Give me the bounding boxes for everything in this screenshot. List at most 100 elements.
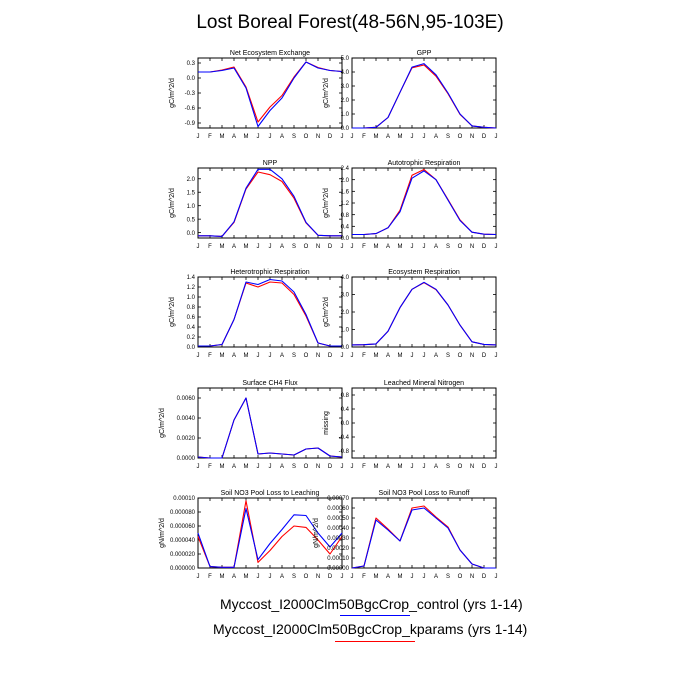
x-tick-label: A: [232, 464, 236, 470]
x-tick-label: A: [434, 244, 438, 250]
x-tick-label: J: [411, 574, 414, 580]
plot-frame: [351, 167, 497, 239]
x-tick-label: M: [398, 464, 403, 470]
y-axis-label: gC/m^2/d: [323, 188, 330, 218]
y-tick-label: 0.0: [187, 231, 196, 237]
y-tick-label: 1.6: [341, 190, 350, 196]
x-tick-label: A: [280, 464, 284, 470]
x-tick-label: J: [341, 244, 344, 250]
plot-frame: [197, 497, 343, 569]
y-tick-label: -0.9: [185, 121, 196, 127]
x-tick-label: J: [269, 244, 272, 250]
x-tick-label: F: [362, 134, 366, 140]
x-tick-label: O: [304, 574, 309, 580]
y-tick-label: 0.6: [187, 315, 196, 321]
x-tick-label: J: [269, 574, 272, 580]
x-tick-label: F: [208, 353, 212, 359]
panel-9: Soil NO3 Pool Loss to Runoff gN/m^2/d 0.00…: [313, 490, 498, 580]
y-tick-label: 0.8: [187, 305, 196, 311]
x-tick-label: J: [269, 353, 272, 359]
x-tick-label: J: [495, 353, 498, 359]
series-line-control: [351, 507, 496, 569]
x-tick-label: J: [423, 574, 426, 580]
x-tick-label: N: [316, 353, 320, 359]
x-tick-label: J: [351, 464, 354, 470]
x-tick-label: A: [386, 353, 390, 359]
y-tick-label: 0.0060: [177, 396, 196, 402]
panel-title: GPP: [417, 50, 432, 57]
x-tick-label: M: [374, 134, 379, 140]
y-tick-label: 1.5: [187, 190, 196, 196]
x-tick-label: J: [423, 353, 426, 359]
x-tick-label: S: [446, 244, 450, 250]
x-tick-label: A: [386, 134, 390, 140]
x-tick-label: O: [458, 464, 463, 470]
x-tick-label: M: [374, 464, 379, 470]
x-tick-label: S: [292, 353, 296, 359]
x-tick-label: F: [208, 134, 212, 140]
x-tick-label: S: [446, 574, 450, 580]
legend-label-kparams: Myccost_I2000Clm50BgcCrop_kparams (yrs 1…: [213, 621, 528, 637]
y-tick-label: 0.00040: [327, 526, 349, 532]
x-tick-label: A: [232, 244, 236, 250]
x-tick-label: M: [398, 244, 403, 250]
y-axis-label: gN/m^2/d: [313, 518, 320, 548]
series-line-control: [352, 63, 497, 129]
x-tick-label: S: [292, 244, 296, 250]
x-tick-label: J: [423, 464, 426, 470]
x-tick-label: F: [208, 464, 212, 470]
x-tick-label: J: [411, 464, 414, 470]
y-tick-label: 0.00010: [327, 556, 349, 562]
x-tick-label: O: [304, 134, 309, 140]
series-line-kparams: [198, 171, 342, 237]
y-tick-label: 0.4: [341, 407, 350, 413]
x-tick-label: O: [458, 244, 463, 250]
panel-title: Surface CH4 Flux: [242, 380, 298, 387]
y-tick-label: 0.0: [341, 421, 350, 427]
plot-frame: [351, 387, 497, 459]
x-tick-label: J: [197, 353, 200, 359]
x-tick-label: M: [220, 353, 225, 359]
x-tick-label: O: [458, 353, 463, 359]
x-tick-label: A: [434, 574, 438, 580]
x-tick-label: S: [292, 134, 296, 140]
x-tick-label: F: [362, 353, 366, 359]
y-tick-label: 0.000060: [170, 524, 196, 530]
y-tick-label: 0.00020: [327, 546, 349, 552]
x-tick-label: M: [244, 574, 249, 580]
x-tick-label: J: [257, 134, 260, 140]
x-tick-label: M: [220, 464, 225, 470]
x-tick-label: J: [341, 353, 344, 359]
y-tick-label: 0.00070: [327, 496, 349, 502]
y-tick-label: -0.8: [339, 449, 350, 455]
y-tick-label: 0.0: [341, 236, 350, 242]
x-tick-label: M: [220, 244, 225, 250]
x-tick-label: N: [316, 134, 320, 140]
x-tick-label: M: [374, 244, 379, 250]
y-tick-label: 1.0: [341, 112, 350, 118]
x-tick-label: O: [304, 464, 309, 470]
x-tick-label: O: [458, 574, 463, 580]
x-tick-label: A: [386, 574, 390, 580]
x-tick-label: N: [470, 244, 474, 250]
x-tick-label: F: [362, 574, 366, 580]
y-tick-label: 0.2: [187, 335, 196, 341]
x-tick-label: D: [482, 244, 487, 250]
panel-title: Autotrophic Respiration: [388, 160, 461, 167]
x-tick-label: D: [328, 134, 333, 140]
x-tick-label: N: [316, 244, 320, 250]
x-tick-label: M: [244, 244, 249, 250]
x-tick-label: J: [257, 353, 260, 359]
x-tick-label: M: [244, 353, 249, 359]
x-tick-label: D: [482, 464, 487, 470]
x-tick-label: J: [495, 134, 498, 140]
x-tick-label: D: [482, 134, 487, 140]
x-tick-label: J: [269, 464, 272, 470]
figure-title: Lost Boreal Forest(48-56N,95-103E): [196, 12, 504, 33]
x-tick-label: S: [292, 464, 296, 470]
x-tick-label: M: [244, 134, 249, 140]
y-axis-label: gC/m^2/d: [159, 408, 166, 438]
y-axis-label: gC/m^2/d: [169, 188, 176, 218]
x-tick-label: S: [446, 353, 450, 359]
x-tick-label: F: [208, 244, 212, 250]
